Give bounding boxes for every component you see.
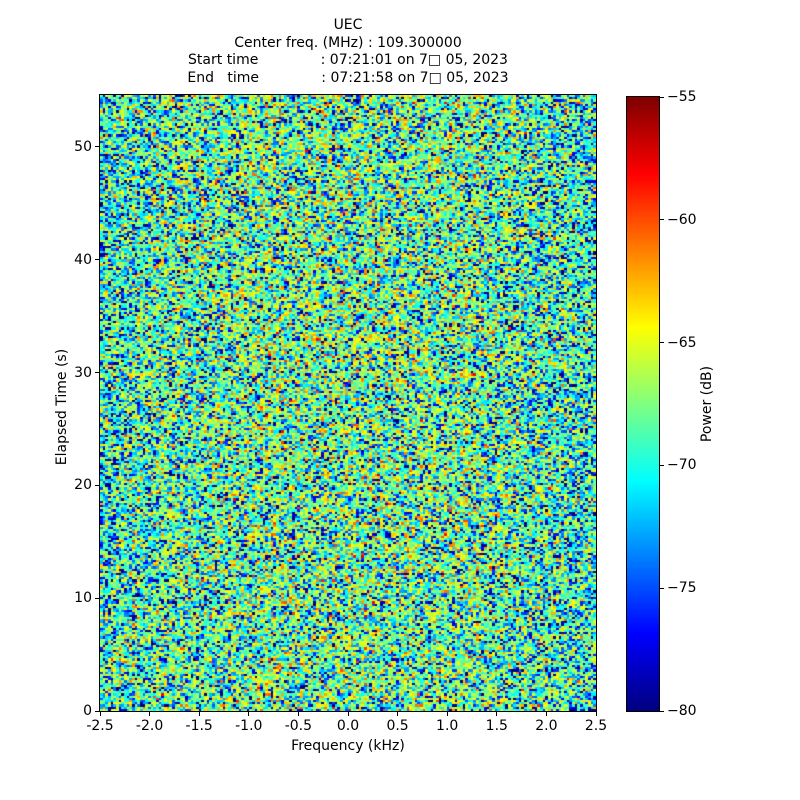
y-tick xyxy=(95,597,99,599)
y-tick xyxy=(95,484,99,486)
x-tick-label: 0.5 xyxy=(386,718,409,734)
colorbar-tick-label: −80 xyxy=(667,703,697,719)
x-tick xyxy=(496,712,498,716)
colorbar xyxy=(626,96,660,712)
x-tick-label: 2.5 xyxy=(584,718,608,734)
colorbar-tick xyxy=(660,587,664,589)
colorbar-tick xyxy=(660,342,664,344)
colorbar-label: Power (dB) xyxy=(699,365,715,443)
title-block: UEC Center freq. (MHz) : 109.300000 Star… xyxy=(100,17,596,87)
colorbar-tick xyxy=(660,464,664,466)
colorbar-tick xyxy=(660,96,664,98)
x-tick-label: -1.0 xyxy=(235,718,263,734)
x-tick-label: -1.5 xyxy=(185,718,213,734)
x-tick xyxy=(248,712,250,716)
x-tick xyxy=(397,712,399,716)
x-tick xyxy=(99,712,101,716)
y-tick xyxy=(95,372,99,374)
colorbar-tick-label: −55 xyxy=(667,89,697,105)
x-tick-label: 0.0 xyxy=(336,718,360,734)
x-tick-label: 1.0 xyxy=(436,718,459,734)
colorbar-tick-label: −65 xyxy=(667,334,697,351)
start-time-line: Start time : 07:21:01 on 7□ 05, 2023 xyxy=(188,52,508,68)
y-tick-label: 50 xyxy=(74,138,92,155)
x-tick xyxy=(595,712,597,716)
y-tick-label: 0 xyxy=(83,703,92,719)
x-tick-label: -2.5 xyxy=(86,718,114,734)
x-tick xyxy=(545,712,547,716)
x-tick xyxy=(446,712,448,716)
center-frequency-line: Center freq. (MHz) : 109.300000 xyxy=(234,34,462,51)
plot-title: UEC xyxy=(333,17,363,33)
colorbar-tick xyxy=(660,219,664,221)
y-tick-label: 30 xyxy=(74,364,92,381)
y-tick-label: 40 xyxy=(74,251,92,268)
spectrogram-heatmap-canvas xyxy=(100,95,596,711)
y-tick-label: 20 xyxy=(74,477,92,494)
x-axis-label: Frequency (kHz) xyxy=(291,738,405,754)
x-tick-label: -0.5 xyxy=(284,718,313,734)
x-tick-label: 1.5 xyxy=(485,718,508,734)
x-tick xyxy=(297,712,299,716)
plot-area xyxy=(99,94,597,712)
end-time-line: End time : 07:21:58 on 7□ 05, 2023 xyxy=(187,69,509,86)
colorbar-tick-label: −70 xyxy=(667,457,697,474)
x-tick-label: 2.0 xyxy=(535,718,558,734)
colorbar-tick-label: −75 xyxy=(667,580,697,597)
x-tick-label: -2.0 xyxy=(135,718,164,734)
x-tick xyxy=(149,712,151,716)
y-tick-label: 10 xyxy=(74,590,92,607)
colorbar-gradient-canvas xyxy=(627,97,659,711)
y-tick xyxy=(95,146,99,148)
y-tick xyxy=(95,710,99,712)
x-tick xyxy=(347,712,349,716)
colorbar-tick-label: −60 xyxy=(667,211,697,228)
colorbar-tick xyxy=(660,710,664,712)
x-tick xyxy=(198,712,200,716)
y-tick xyxy=(95,259,99,261)
